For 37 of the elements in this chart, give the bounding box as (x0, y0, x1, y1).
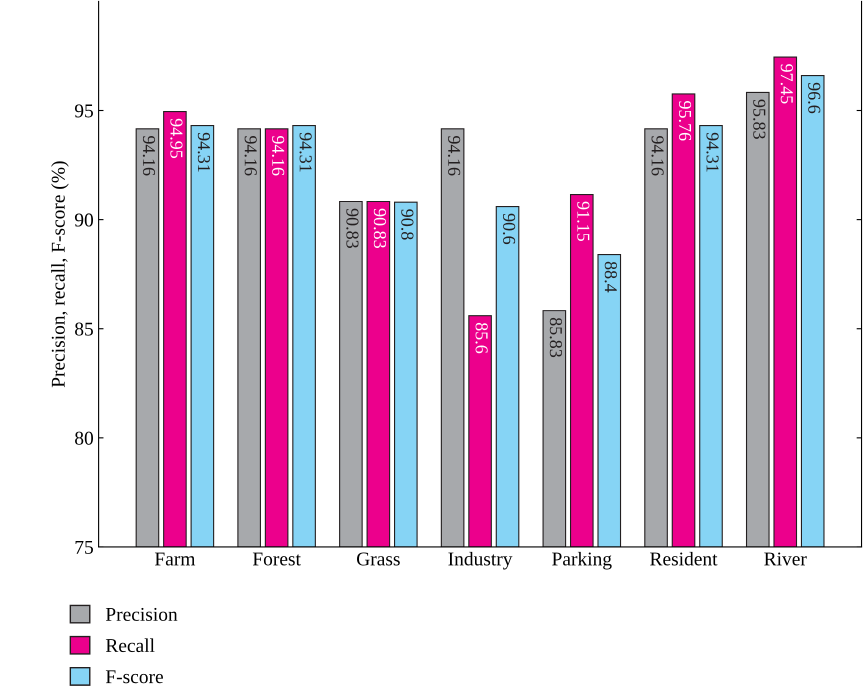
legend-label: Recall (106, 638, 155, 652)
data-label: 94.31 (198, 132, 210, 172)
x-tick-label: Grass (357, 552, 400, 566)
data-label: 90.6 (502, 214, 516, 244)
data-label: 88.4 (604, 262, 617, 292)
data-label: 85.83 (550, 318, 562, 358)
data-label: 94.16 (448, 136, 460, 176)
data-label: 94.16 (272, 136, 284, 176)
x-tick-label: Resident (650, 552, 718, 566)
x-tick-label: River (764, 552, 807, 566)
data-label: 94.16 (244, 136, 257, 176)
y-tick-label: 85 (75, 322, 93, 336)
data-label: 94.95 (170, 118, 183, 158)
y-tick-label: 75 (76, 540, 93, 554)
data-label: 94.16 (142, 136, 156, 176)
data-label: 97.45 (780, 64, 793, 104)
x-tick-label: Farm (154, 552, 196, 566)
data-label: 94.31 (299, 132, 312, 172)
x-tick-label: Forest (252, 552, 301, 566)
data-label: 90.83 (346, 208, 359, 248)
y-tick-label: 90 (74, 213, 94, 227)
data-label: 85.6 (475, 322, 488, 354)
data-label: 96.6 (808, 82, 820, 114)
y-axis-title: Precision, recall, F-score (%) (51, 161, 69, 388)
data-label: 91.15 (577, 202, 590, 241)
legend-label: F-score (106, 670, 163, 684)
data-label: 94.16 (651, 136, 664, 176)
x-tick-label: Parking (552, 552, 612, 570)
legend-label: Precision (106, 608, 178, 621)
data-label: 95.76 (678, 101, 692, 141)
data-label: 94.31 (706, 132, 719, 172)
y-tick-label: 95 (74, 104, 93, 118)
data-label: 90.8 (401, 209, 414, 240)
x-tick-label: Industry (448, 552, 512, 570)
y-tick-label: 80 (75, 432, 94, 445)
data-label: 95.83 (753, 100, 766, 139)
data-label: 90.83 (374, 208, 386, 248)
